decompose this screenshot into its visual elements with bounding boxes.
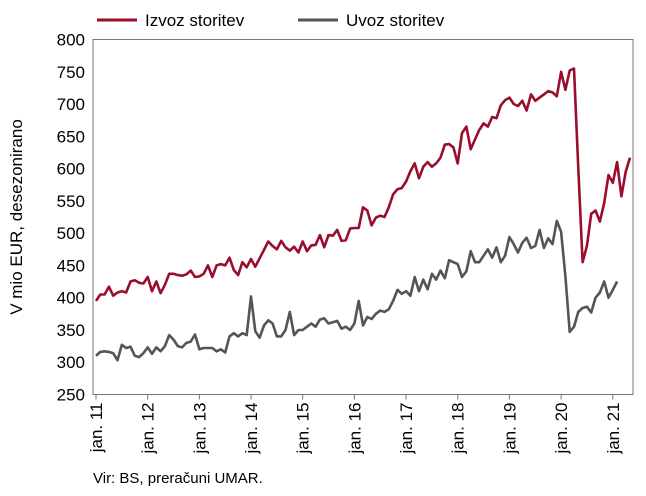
y-tick-label: 650 [57, 127, 85, 146]
y-tick-label: 700 [57, 95, 85, 114]
series-line-uvoz [95, 219, 619, 362]
x-tick-label: jan. 19 [500, 403, 519, 455]
legend-label-izvoz: Izvoz storitev [145, 11, 245, 30]
x-tick-label: jan. 12 [139, 403, 158, 455]
x-tick-label: jan. 14 [242, 403, 261, 455]
y-tick-label: 800 [57, 31, 85, 50]
y-tick-label: 400 [57, 289, 85, 308]
x-tick-label: jan. 20 [552, 403, 571, 455]
x-tick-label: jan. 18 [449, 403, 468, 455]
x-tick-label: jan. 11 [87, 403, 106, 454]
y-tick-label: 600 [57, 160, 85, 179]
x-tick-label: jan. 13 [190, 403, 209, 455]
y-axis-label: V mio EUR, desezonirano [7, 119, 26, 315]
y-tick-label: 450 [57, 256, 85, 275]
x-axis: jan. 11 jan. 12 jan. 13 jan. 14 jan. 15 jan. … [87, 394, 623, 455]
series-layer [94, 67, 632, 362]
y-axis: 250 300 350 400 450 500 550 600 650 700 750 800 [57, 31, 85, 405]
y-tick-label: 750 [57, 63, 85, 82]
legend-label-uvoz: Uvoz storitev [346, 11, 445, 30]
y-tick-label: 300 [57, 353, 85, 372]
x-tick-label: jan. 21 [604, 403, 623, 455]
chart-legend: Izvoz storitev Uvoz storitev [97, 11, 445, 30]
x-tick-label: jan. 16 [345, 403, 364, 455]
series-line-izvoz [94, 67, 632, 302]
x-tick-label: jan. 17 [397, 403, 416, 455]
y-tick-label: 550 [57, 192, 85, 211]
y-tick-label: 250 [57, 386, 85, 405]
y-tick-label: 350 [57, 321, 85, 340]
x-tick-label: jan. 15 [294, 403, 313, 455]
y-tick-label: 500 [57, 224, 85, 243]
plot-area [92, 39, 634, 395]
source-note: Vir: BS, preračuni UMAR. [93, 470, 263, 487]
